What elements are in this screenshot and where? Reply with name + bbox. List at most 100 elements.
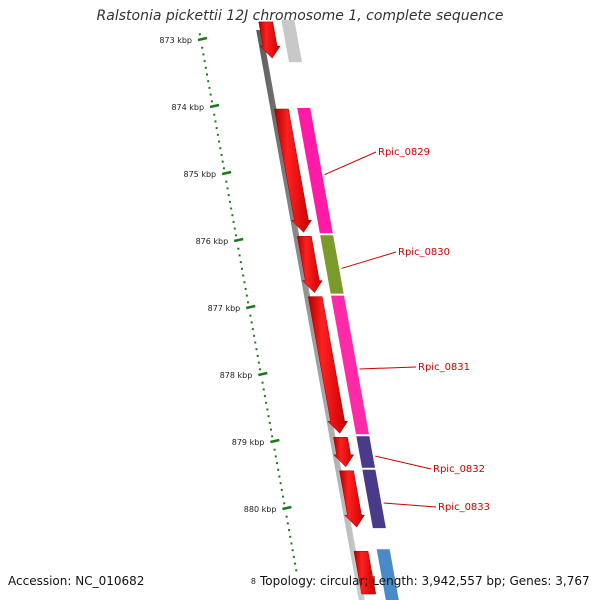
ruler-minor-tick <box>203 60 206 63</box>
ruler-minor-tick <box>201 46 204 49</box>
ruler-minor-tick <box>295 569 298 572</box>
ruler-major-tick <box>258 371 268 377</box>
cds-arrow <box>333 437 355 468</box>
cds-arrow <box>339 470 365 528</box>
gene-track <box>281 19 399 600</box>
ruler-minor-tick <box>283 502 286 505</box>
ruler-label: 878 kbp <box>220 371 253 380</box>
gene-label: Rpic_0832 <box>433 464 485 475</box>
ruler-minor-tick <box>209 93 212 96</box>
ruler-minor-tick <box>253 334 256 337</box>
ruler-major-tick <box>282 505 292 511</box>
blue-feature <box>376 549 399 600</box>
ruler-minor-tick <box>288 529 291 532</box>
ruler-minor-tick <box>241 267 244 270</box>
ruler-minor-tick <box>268 421 271 424</box>
gene-label: Rpic_0831 <box>418 362 470 373</box>
gene-label: Rpic_0829 <box>378 147 430 158</box>
ruler-minor-tick <box>210 100 213 103</box>
label-leader <box>375 455 432 470</box>
ruler-minor-tick <box>289 535 292 538</box>
ruler-minor-tick <box>266 408 269 411</box>
ruler-minor-tick <box>198 33 201 36</box>
ruler-major-tick <box>245 304 256 310</box>
ruler-minor-tick <box>218 140 221 143</box>
ruler-label: 873 kbp <box>159 36 192 45</box>
cds-arrow <box>274 108 312 233</box>
grey-feature <box>281 19 302 63</box>
gene-block <box>331 295 369 435</box>
ruler-minor-tick <box>206 73 209 76</box>
ruler-minor-tick <box>230 207 233 210</box>
ruler-minor-tick <box>254 341 257 344</box>
ruler-minor-tick <box>291 549 294 552</box>
ruler-minor-tick <box>222 167 225 170</box>
ruler-minor-tick <box>292 555 295 558</box>
ruler-minor-tick <box>232 220 235 223</box>
ruler-minor-tick <box>237 247 240 250</box>
ruler-minor-tick <box>202 53 205 56</box>
ruler-minor-tick <box>219 147 222 150</box>
ruler-minor-tick <box>280 488 283 491</box>
ruler-minor-tick <box>225 180 228 183</box>
ruler-minor-tick <box>244 287 247 290</box>
ruler-minor-tick <box>242 274 245 277</box>
ruler-minor-tick <box>214 120 217 123</box>
ruler-minor-tick <box>275 462 278 465</box>
ruler-minor-tick <box>278 475 281 478</box>
ruler-minor-tick <box>249 314 252 317</box>
ruler-minor-tick <box>262 388 265 391</box>
gene-label: Rpic_0830 <box>398 247 450 258</box>
ruler-minor-tick <box>250 321 253 324</box>
label-leader <box>383 502 437 508</box>
ruler-minor-tick <box>269 428 272 431</box>
ruler-minor-tick <box>256 354 259 357</box>
ruler-minor-tick <box>231 214 234 217</box>
ruler-minor-tick <box>290 542 293 545</box>
ruler-minor-tick <box>233 227 236 230</box>
gene-label: Rpic_0833 <box>438 502 490 513</box>
map-title: Ralstonia pickettii 12J chromosome 1, co… <box>96 8 504 24</box>
ruler-minor-tick <box>220 153 223 156</box>
ruler-minor-tick <box>282 495 285 498</box>
ruler-label: 8 <box>251 577 256 586</box>
cds-track <box>258 21 377 595</box>
gene-block <box>297 108 333 234</box>
ruler-minor-tick <box>234 234 237 237</box>
cds-arrow <box>353 550 377 595</box>
ruler-major-tick <box>270 438 280 444</box>
summary-text: Topology: circular; Length: 3,942,557 bp… <box>260 574 590 588</box>
ruler-minor-tick <box>227 194 230 197</box>
label-leader <box>324 151 377 176</box>
ruler-minor-tick <box>259 368 262 371</box>
gene-labels: Rpic_0829 Rpic_0830 Rpic_0831 Rpic_0832 Rpic… <box>324 147 490 513</box>
ruler-minor-tick <box>204 66 207 69</box>
ruler-label: 875 kbp <box>184 170 217 179</box>
ruler-minor-tick <box>215 127 218 130</box>
ruler-minor-tick <box>263 395 266 398</box>
cds-arrow <box>307 296 349 434</box>
ruler-minor-tick <box>213 113 216 116</box>
ruler-minor-tick <box>257 361 260 364</box>
ruler-label: 880 kbp <box>244 505 277 514</box>
ruler: 873 kbp 874 kbp 875 kbp 876 kbp 877 kbp 878 k… <box>159 33 298 586</box>
cds-arrow <box>258 21 281 59</box>
ruler-minor-tick <box>274 455 277 458</box>
ruler-label: 877 kbp <box>208 304 241 313</box>
gene-block <box>320 235 344 294</box>
ruler-minor-tick <box>265 401 268 404</box>
ruler-minor-tick <box>239 261 242 264</box>
ruler-minor-tick <box>286 522 289 525</box>
ruler-minor-tick <box>255 348 258 351</box>
ruler-minor-tick <box>245 294 248 297</box>
gene-block <box>362 469 386 529</box>
ruler-minor-tick <box>294 562 297 565</box>
ruler-minor-tick <box>271 435 274 438</box>
ruler-label: 879 kbp <box>232 438 265 447</box>
ruler-minor-tick <box>221 160 224 163</box>
ruler-minor-tick <box>247 301 250 304</box>
ruler-minor-tick <box>285 515 288 518</box>
cds-arrow <box>297 236 323 293</box>
ruler-major-tick <box>221 170 232 176</box>
